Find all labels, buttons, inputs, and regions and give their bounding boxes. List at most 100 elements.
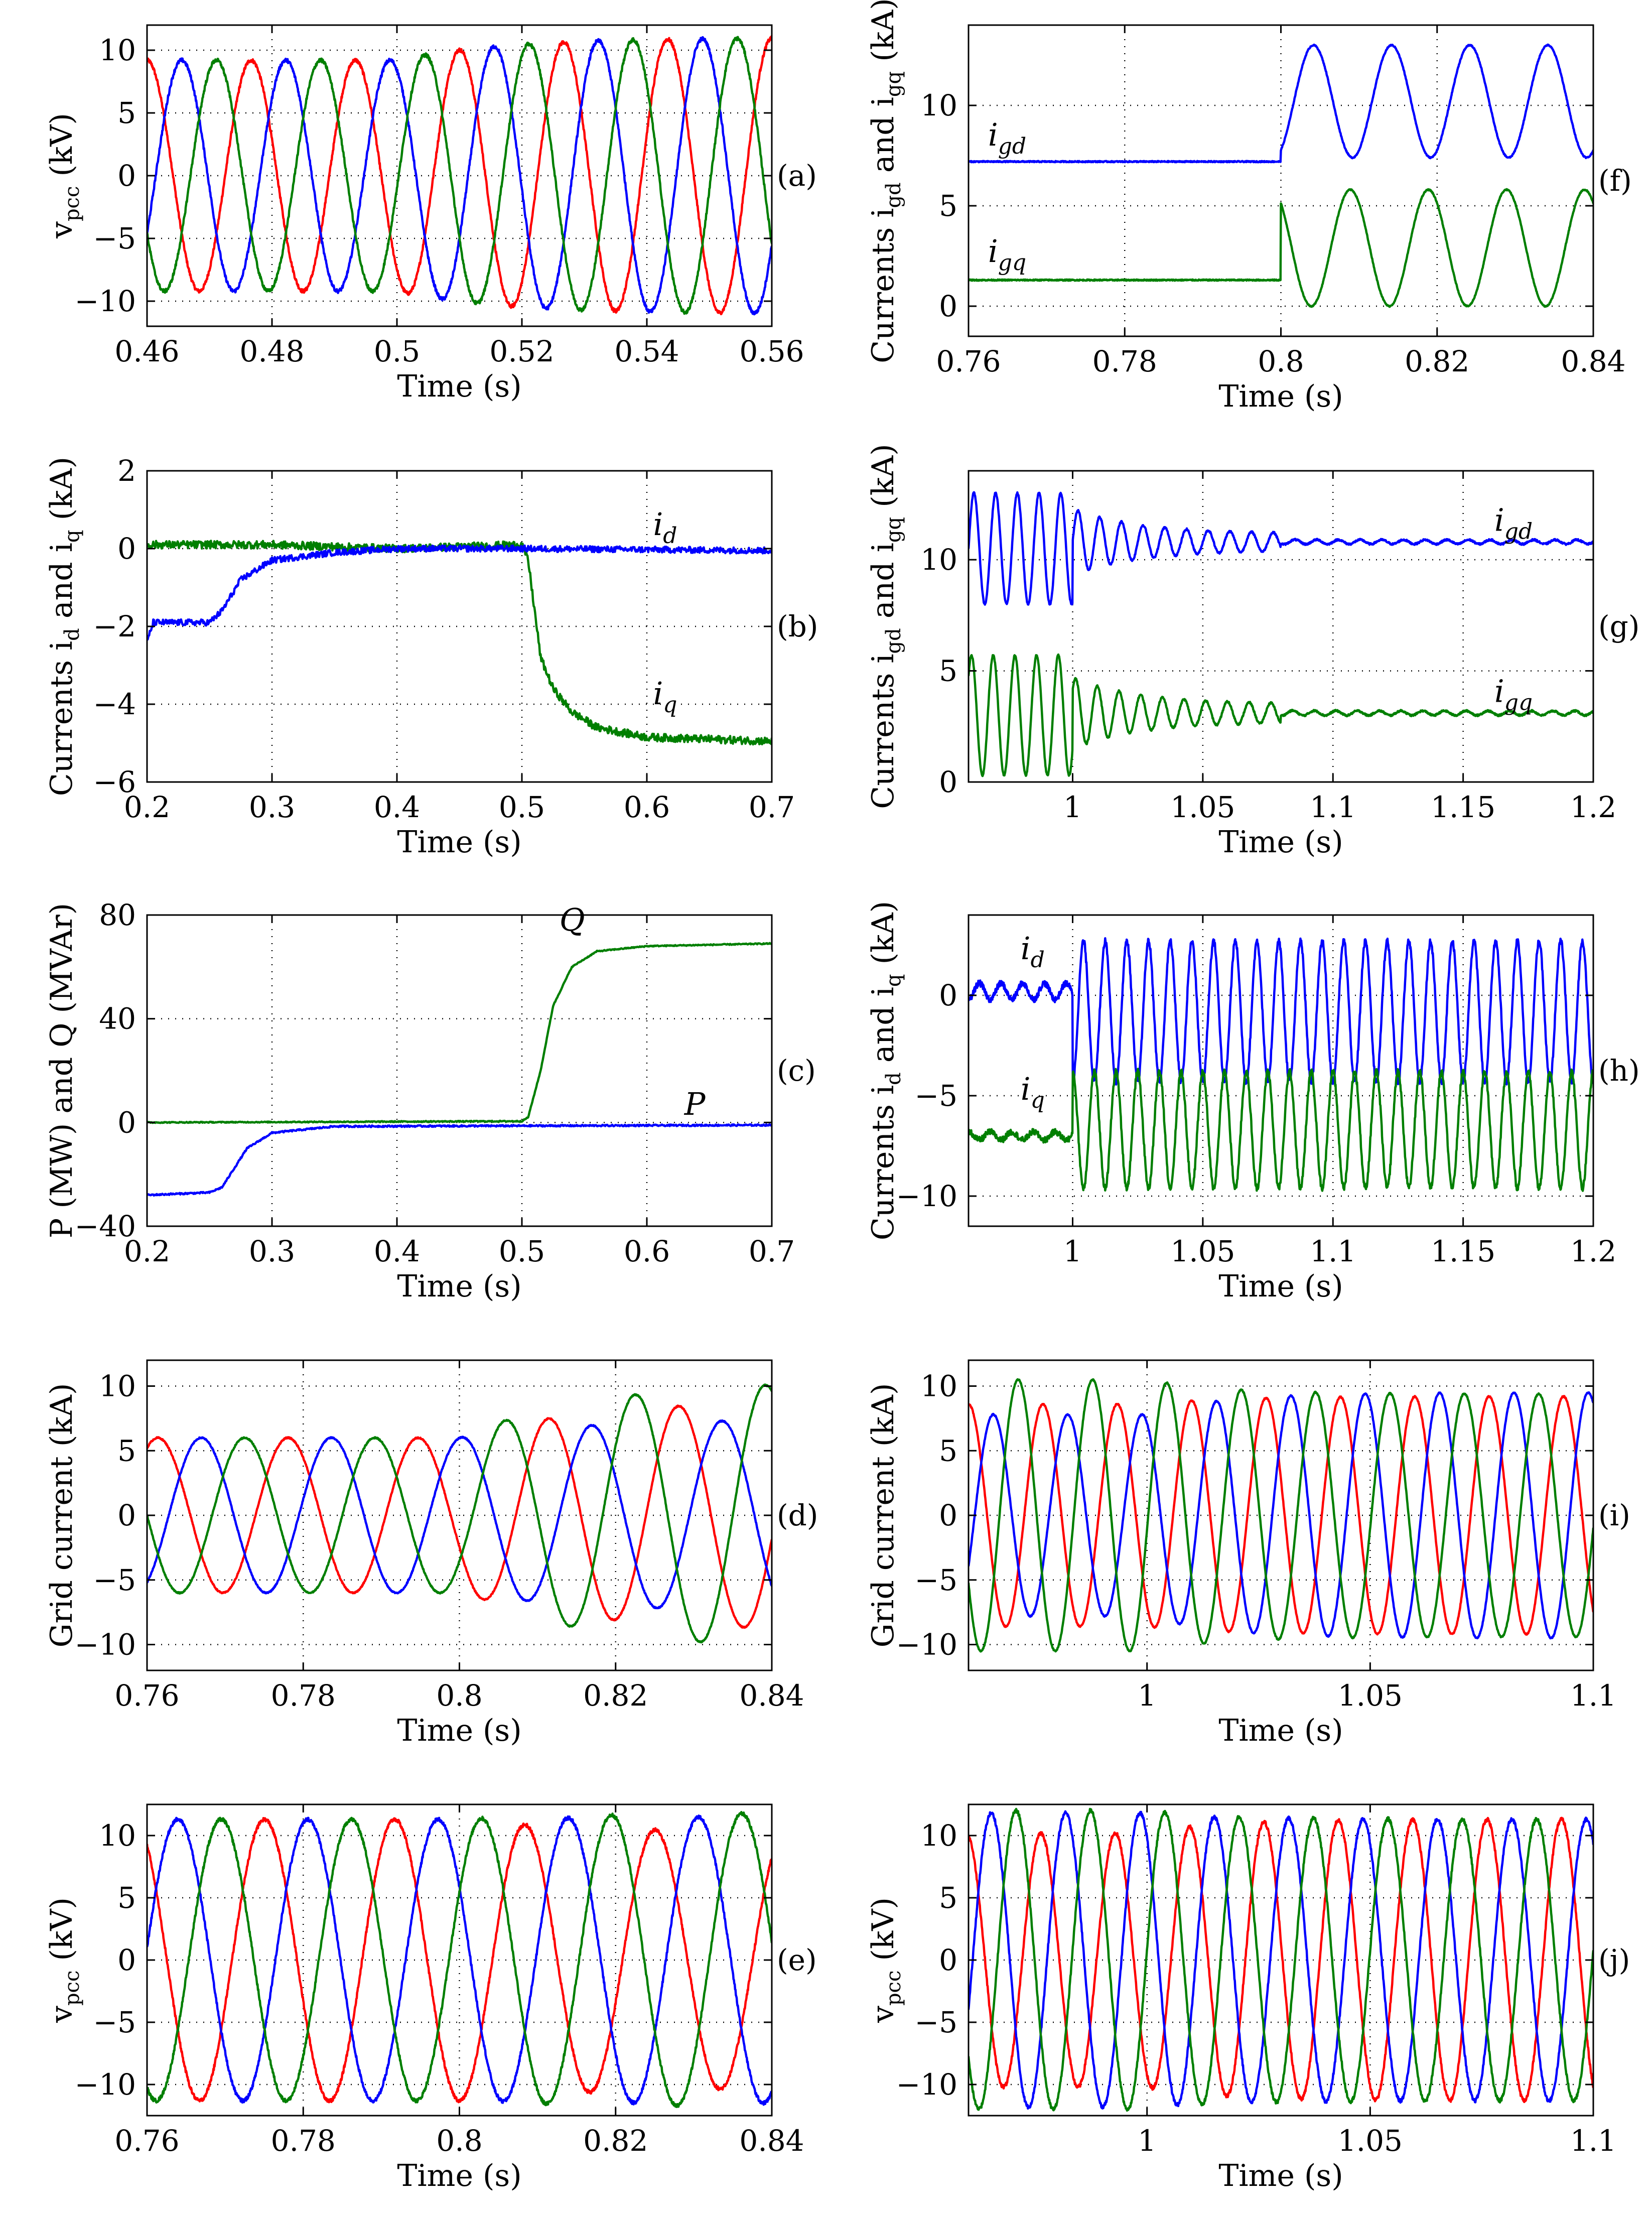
series-line-phase-c xyxy=(147,36,772,315)
y-label-subscript: gd xyxy=(882,628,905,654)
y-tick-label: −2 xyxy=(93,609,136,643)
series-line-phase-a xyxy=(969,1816,1593,2104)
panel-label: (f) xyxy=(1598,164,1632,198)
annotation-label: igd xyxy=(1494,502,1533,545)
x-tick-label: 1.2 xyxy=(1570,790,1616,824)
y-label-subscript: d xyxy=(61,628,84,641)
annotation-label: igq xyxy=(1494,673,1533,716)
x-tick-label: 1.1 xyxy=(1310,790,1356,824)
x-tick-label: 0.78 xyxy=(271,2124,336,2158)
x-tick-label: 0.78 xyxy=(1092,344,1157,378)
x-tick-label: 1.05 xyxy=(1338,1678,1403,1713)
series-group xyxy=(147,1383,772,1644)
y-tick-label: 0 xyxy=(939,1498,957,1532)
y-tick-label: 10 xyxy=(920,1369,957,1403)
y-tick-label: 80 xyxy=(99,898,136,932)
series-line-P xyxy=(147,1123,772,1197)
y-tick-label: 10 xyxy=(99,1818,136,1853)
y-axis-label: Currents id and iq (kA) xyxy=(44,457,84,796)
y-label-text: and i xyxy=(866,543,901,628)
x-axis-label: Time (s) xyxy=(397,2158,521,2193)
x-tick-label: 0.76 xyxy=(936,344,1001,378)
x-tick-label: 0.4 xyxy=(374,1234,420,1268)
series-group xyxy=(969,1807,1593,2112)
annotation-label: Q xyxy=(560,901,585,938)
x-tick-label: 1.15 xyxy=(1431,790,1495,824)
x-tick-label: 0.56 xyxy=(739,334,804,368)
series-group xyxy=(969,1378,1593,1653)
x-tick-label: 0.82 xyxy=(1405,344,1469,378)
x-tick-label: 1.05 xyxy=(1170,790,1235,824)
series-line-i_d xyxy=(147,544,772,641)
y-axis-label: vpcc (kV) xyxy=(44,113,84,239)
y-tick-label: 5 xyxy=(939,189,957,223)
annotation-label: igd xyxy=(988,116,1026,159)
x-tick-label: 0.6 xyxy=(624,790,670,824)
x-axis-label: Time (s) xyxy=(397,1269,521,1304)
x-tick-label: 0.8 xyxy=(436,1678,482,1713)
panel-label: (c) xyxy=(777,1054,816,1088)
y-label-text: (kV) xyxy=(866,1897,901,1971)
axes-frame xyxy=(968,914,1594,1227)
y-label-text: (kA) xyxy=(866,0,901,71)
series-line-i_q xyxy=(969,1068,1593,1192)
series-line-i_gd xyxy=(969,491,1593,606)
x-tick-label: 0.84 xyxy=(739,2124,804,2158)
y-tick-label: 0 xyxy=(117,1943,136,1977)
x-tick-label: 0.48 xyxy=(239,334,304,368)
annotation-symbol: i xyxy=(1021,1071,1031,1107)
panel-d: 0.76 0.78 0.8 0.82 0.84 −10 −5 0 5 10 Time (s) Grid… xyxy=(44,1359,818,1748)
y-tick-label: 5 xyxy=(939,1434,957,1468)
y-tick-label: 0 xyxy=(117,1498,136,1532)
x-tick-label: 0.82 xyxy=(583,1678,648,1713)
x-tick-label: 1 xyxy=(1063,1234,1082,1268)
y-tick-label: 5 xyxy=(939,654,957,688)
series-group xyxy=(969,937,1593,1192)
panel-label: (b) xyxy=(777,609,818,643)
y-label-text: v xyxy=(44,221,79,239)
x-tick-label: 0.84 xyxy=(739,1678,804,1713)
x-tick-label: 1.1 xyxy=(1310,1234,1356,1268)
annotation-symbol: i xyxy=(1021,930,1031,967)
panel-c: 0.2 0.3 0.4 0.5 0.6 0.7 −40 0 40 80 Time (s) P (MW)… xyxy=(44,898,816,1304)
y-tick-label: 5 xyxy=(117,1881,136,1915)
y-label-subscript: q xyxy=(882,974,905,987)
x-axis-label: Time (s) xyxy=(397,369,521,404)
y-tick-label: 2 xyxy=(117,454,136,488)
y-tick-label: 0 xyxy=(939,765,957,799)
y-tick-label: −10 xyxy=(896,1628,957,1662)
x-tick-label: 0.6 xyxy=(624,1234,670,1268)
x-tick-label: 0.8 xyxy=(1258,344,1304,378)
y-label-subscript: gd xyxy=(882,182,905,208)
annotation-subscript: gd xyxy=(1504,519,1533,545)
x-tick-label: 0.3 xyxy=(249,1234,295,1268)
series-group xyxy=(147,1810,772,2108)
y-tick-label: −10 xyxy=(75,1628,136,1662)
x-tick-label: 1.05 xyxy=(1170,1234,1235,1268)
x-tick-label: 0.4 xyxy=(374,790,420,824)
annotation-label: id xyxy=(653,506,677,549)
panel-j: 1 1.05 1.1 −10 −5 0 5 10 Time (s) vpcc (kV) (j) xyxy=(866,1803,1630,2193)
series-line-phase-c xyxy=(147,1810,772,2108)
y-tick-label: 0 xyxy=(939,289,957,323)
axes-frame xyxy=(968,470,1594,783)
annotation-label: id xyxy=(1021,930,1045,973)
series-line-phase-c xyxy=(969,1807,1593,2112)
annotation-subscript: gd xyxy=(998,134,1026,159)
y-label-text: Grid current (kA) xyxy=(866,1383,901,1648)
panel-label: (d) xyxy=(777,1498,818,1532)
y-tick-label: 40 xyxy=(99,1002,136,1036)
x-tick-label: 0.7 xyxy=(749,790,795,824)
y-tick-label: 0 xyxy=(117,1105,136,1139)
series-line-phase-a xyxy=(147,1816,772,2104)
x-tick-label: 1 xyxy=(1138,1678,1156,1713)
y-axis-label: vpcc (kV) xyxy=(44,1897,84,2023)
y-label-subscript: gq xyxy=(882,71,905,97)
annotation-label: iq xyxy=(1021,1071,1045,1113)
y-label-text: (kV) xyxy=(44,1897,79,1971)
series-line-i_q xyxy=(147,540,772,746)
x-tick-label: 0.76 xyxy=(114,1678,179,1713)
y-label-subscript: pcc xyxy=(61,186,84,221)
x-tick-label: 0.5 xyxy=(499,790,545,824)
